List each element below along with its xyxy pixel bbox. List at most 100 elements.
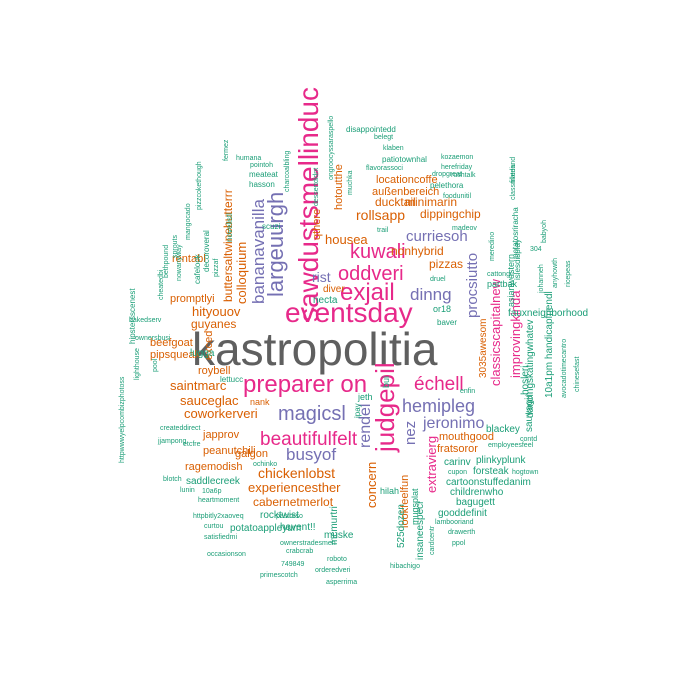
word: coworkerveri [184, 406, 258, 421]
word: pizzaf [213, 259, 220, 277]
word: sauvagin [524, 392, 535, 432]
word: nonhybrid [391, 244, 444, 258]
word: pelethora [430, 181, 464, 190]
word: nez [402, 421, 419, 445]
word: bananavanilla [249, 199, 268, 304]
word: minimarin [405, 195, 457, 209]
word: lighthouse [134, 348, 141, 380]
word: locationcoffe [376, 174, 438, 186]
word: classmateand [510, 157, 517, 200]
word: largeuurgh [263, 192, 288, 297]
word: japprov [202, 429, 240, 441]
word: mcmurtri [329, 506, 340, 545]
word: jeronimo [422, 415, 484, 432]
word: rollsapp [356, 207, 405, 223]
word: dessertdidnt [313, 168, 320, 206]
word: herefriday [441, 164, 473, 171]
word: hasson [249, 180, 275, 189]
word: flavorassoci [366, 165, 403, 172]
word: jjampong [157, 438, 187, 445]
word: gooddefinit [438, 508, 487, 519]
word: primescotch [260, 572, 298, 579]
word: galgon [235, 448, 268, 460]
word: ownerstradesmen [280, 540, 336, 547]
word: buttersaltwinebutterrr [221, 189, 235, 302]
word: belegt [374, 134, 393, 141]
word: johanneh [538, 264, 545, 294]
word: havent!! [280, 522, 316, 533]
word: saddlecreek [186, 476, 241, 487]
word: sawdustsmellinduc [293, 87, 324, 322]
word: meredino [489, 232, 496, 261]
word: beautifulfelt [260, 429, 358, 450]
word: busyof [286, 445, 336, 464]
word: exced [203, 331, 215, 360]
word: ochinko [253, 461, 277, 468]
word: mangocado [185, 203, 192, 240]
word: nank [250, 397, 270, 407]
word: humana [236, 155, 261, 162]
word: ownersbusi [135, 335, 171, 342]
word: etcfre [183, 441, 201, 448]
word: pipsqueak [150, 349, 201, 361]
word: lookfeelfun [399, 475, 411, 528]
word: pizzcokethough [196, 161, 203, 210]
word: ongroocyssaraspello [328, 116, 335, 180]
word: baver [437, 318, 457, 327]
word: plinkyplunk [476, 455, 526, 466]
word: or18 [433, 304, 451, 314]
word: partbak [487, 279, 518, 289]
word: dippingchip [420, 207, 481, 221]
word: insaneespeci [415, 502, 426, 560]
word: saintmarc [170, 378, 227, 393]
word: chickenlobst [258, 465, 335, 481]
word: muchka [347, 170, 354, 195]
word: dropgreat [432, 171, 462, 178]
word: httpwwwyelpcombizphotoss [119, 376, 126, 463]
word: pointoh [250, 162, 273, 169]
word: rendel [357, 404, 374, 448]
word: oddveri [338, 263, 404, 285]
word: decoroveral [202, 230, 211, 272]
word: babyoh [541, 220, 548, 243]
word: guyanes [191, 317, 236, 331]
word: klaben [383, 145, 404, 152]
word: hosleri [520, 366, 531, 395]
word: concern [364, 462, 379, 508]
word: échell [414, 374, 464, 395]
word: exjail [340, 279, 395, 306]
word: colloquium [234, 242, 249, 304]
word: kuwali [350, 241, 406, 263]
word: roboto [327, 556, 347, 563]
word: blackey [486, 424, 520, 435]
word: lambooriand [435, 519, 474, 526]
word: hibachigo [390, 563, 420, 570]
word: patiotownhal [382, 155, 427, 164]
word: rushtalk [451, 172, 476, 179]
word: kastropolitia [192, 323, 438, 375]
word: eventsday [285, 297, 413, 328]
word: bagugett [456, 497, 495, 508]
word: bakedserv [129, 317, 162, 324]
word: fratsoror [437, 443, 478, 455]
word: asperrima [326, 579, 357, 586]
word: createddirect [160, 425, 201, 432]
word: chinesefast [574, 357, 581, 392]
word: potatoappleyum [230, 523, 301, 534]
word: trail [377, 227, 389, 234]
word: hogtown [512, 469, 539, 476]
word: fauxneighborhood [508, 308, 588, 319]
word: employeesfeel [488, 442, 534, 449]
word: extravierg [424, 436, 439, 493]
word: blotch [163, 476, 182, 483]
word: potatosriracha [511, 207, 520, 258]
word: 304 [530, 246, 542, 253]
word: asianwestern [506, 254, 516, 307]
word: muske [324, 530, 354, 541]
word: bethpound [163, 245, 170, 278]
word: kozaemon [441, 154, 473, 161]
word: hilah [380, 486, 399, 496]
word: preparer on [243, 371, 367, 398]
word: magicsl [278, 403, 346, 425]
word: housea [325, 232, 368, 247]
